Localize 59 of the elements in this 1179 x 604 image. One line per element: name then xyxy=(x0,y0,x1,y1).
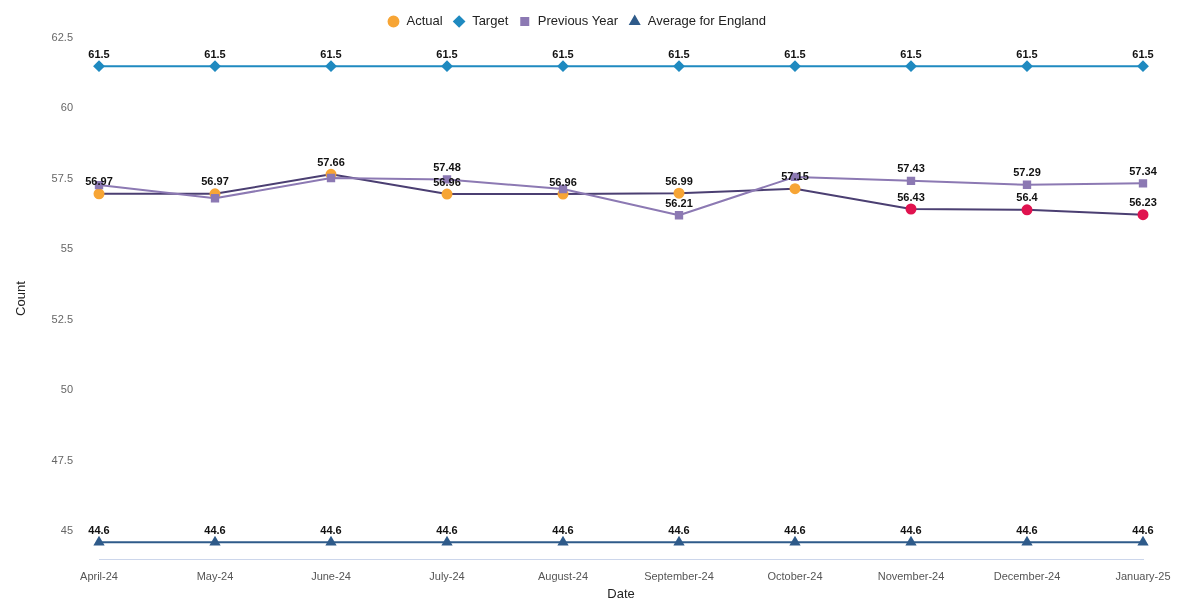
x-tick-label: September-24 xyxy=(644,569,714,582)
data-label: 57.15 xyxy=(781,170,809,183)
data-label: 57.34 xyxy=(1129,164,1158,177)
data-label: 44.6 xyxy=(1132,523,1154,536)
x-tick-label: December-24 xyxy=(993,569,1061,582)
data-label: 44.6 xyxy=(436,523,458,536)
data-label: 61.5 xyxy=(1016,47,1038,60)
data-label: 56.96 xyxy=(549,175,577,188)
legend-label: Target xyxy=(472,13,509,29)
y-tick-label: 50 xyxy=(60,383,74,396)
data-label: 56.96 xyxy=(433,175,461,188)
x-tick-label: April-24 xyxy=(80,569,118,582)
data-label: 61.5 xyxy=(900,47,922,60)
y-tick-label: 45 xyxy=(60,524,74,537)
data-label: 44.6 xyxy=(1016,523,1038,536)
x-tick-label: August-24 xyxy=(537,569,589,582)
data-label: 56.4 xyxy=(1016,191,1039,204)
data-label: 61.5 xyxy=(552,47,574,60)
y-tick-label: 47.5 xyxy=(51,453,74,466)
data-label: 56.97 xyxy=(85,175,113,188)
data-label: 57.29 xyxy=(1013,166,1041,179)
data-label: 61.5 xyxy=(784,47,806,60)
x-tick-label: July-24 xyxy=(429,569,465,582)
data-label: 56.43 xyxy=(897,190,925,203)
x-axis-title: Date xyxy=(607,585,635,601)
data-label: 56.21 xyxy=(665,196,693,209)
data-label: 61.5 xyxy=(436,47,458,60)
y-tick-label: 52.5 xyxy=(51,312,74,325)
data-label: 56.23 xyxy=(1129,196,1157,209)
data-label: 44.6 xyxy=(784,523,806,536)
legend-label: Actual xyxy=(406,13,443,29)
y-tick-label: 60 xyxy=(60,101,74,114)
x-tick-label: May-24 xyxy=(196,569,234,582)
data-label: 44.6 xyxy=(668,523,690,536)
data-label: 56.97 xyxy=(201,175,229,188)
data-label: 56.99 xyxy=(665,174,693,187)
x-tick-label: January-25 xyxy=(1115,569,1171,582)
data-label: 44.6 xyxy=(320,523,342,536)
y-tick-label: 55 xyxy=(60,242,74,255)
y-tick-label: 57.5 xyxy=(51,171,74,184)
data-label: 61.5 xyxy=(320,47,342,60)
data-label: 44.6 xyxy=(552,523,574,536)
data-label: 61.5 xyxy=(204,47,226,60)
x-tick-label: October-24 xyxy=(767,569,823,582)
data-label: 44.6 xyxy=(204,523,226,536)
data-label: 44.6 xyxy=(900,523,922,536)
data-label: 44.6 xyxy=(88,523,110,536)
x-tick-label: November-24 xyxy=(877,569,945,582)
data-label: 57.48 xyxy=(433,160,461,173)
legend-label: Previous Year xyxy=(537,13,619,29)
y-axis-title: Count xyxy=(13,280,29,316)
data-label: 61.5 xyxy=(668,47,690,60)
x-tick-label: June-24 xyxy=(311,569,351,582)
y-tick-label: 62.5 xyxy=(51,31,74,44)
legend-label: Average for England xyxy=(647,13,767,29)
data-label: 61.5 xyxy=(1132,47,1154,60)
data-label: 57.43 xyxy=(897,162,925,175)
data-label: 57.66 xyxy=(317,155,345,168)
data-label: 61.5 xyxy=(88,47,110,60)
